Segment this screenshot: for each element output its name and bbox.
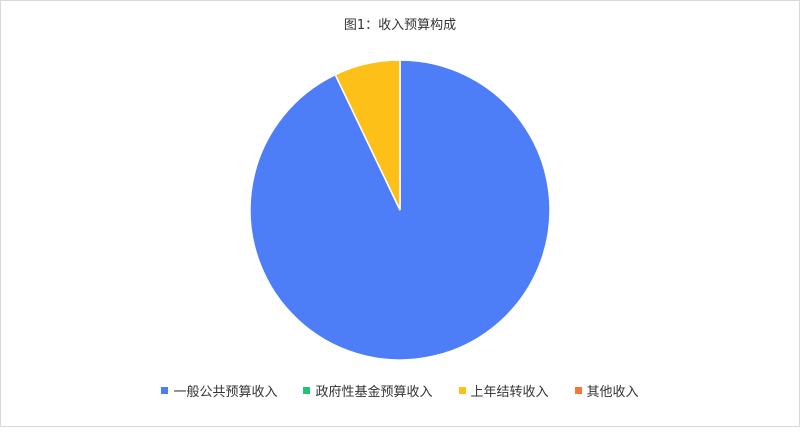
legend-label: 上年结转收入: [470, 385, 549, 400]
legend-item[interactable]: 上年结转收入: [458, 381, 549, 400]
legend-swatch: [161, 387, 169, 394]
pie-slice-2: [334, 59, 401, 211]
legend-label: 一般公共预算收入: [173, 385, 278, 400]
legend: 一般公共预算收入 政府性基金预算收入 上年结转收入 其他收入: [0, 381, 800, 400]
legend-swatch: [458, 387, 466, 394]
legend-label: 其他收入: [586, 385, 639, 400]
legend-item[interactable]: 一般公共预算收入: [161, 381, 277, 400]
legend-item[interactable]: 其他收入: [574, 381, 639, 400]
legend-swatch: [574, 387, 582, 394]
legend-item[interactable]: 政府性基金预算收入: [303, 381, 433, 400]
legend-swatch: [303, 387, 311, 394]
chart-title: 图1：收入预算构成: [343, 18, 457, 33]
legend-label: 政府性基金预算收入: [315, 385, 433, 400]
